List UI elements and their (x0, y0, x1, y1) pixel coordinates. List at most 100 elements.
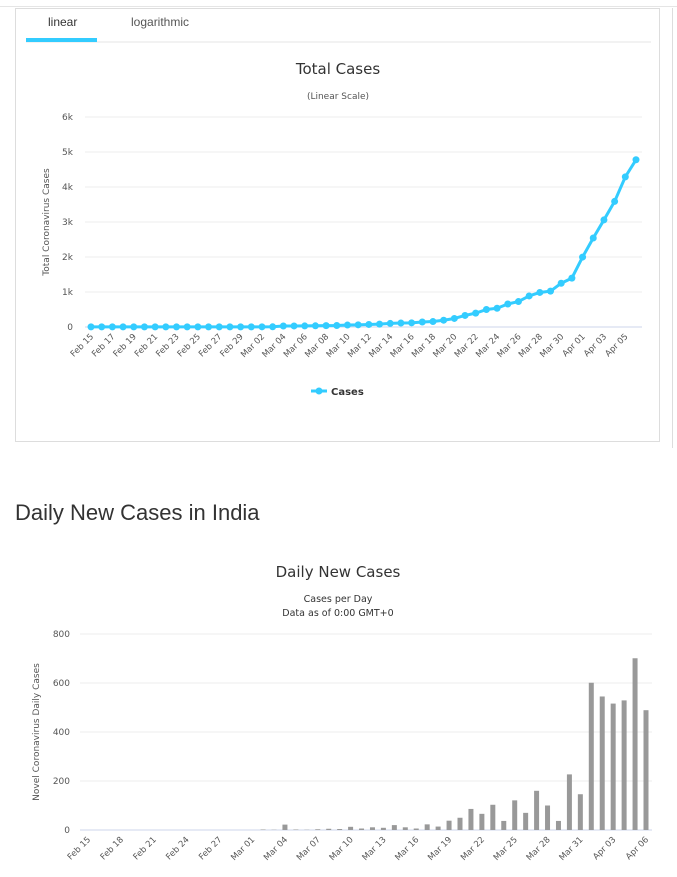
x-tick-label: Mar 13 (361, 835, 389, 863)
data-point (98, 323, 106, 331)
bar (643, 710, 649, 830)
data-point (269, 323, 277, 331)
data-point (568, 274, 576, 282)
series-line-cases (91, 158, 638, 329)
x-tick-label: Feb 15 (66, 835, 93, 862)
x-tick-label: Apr 01 (561, 332, 588, 359)
y-tick-label: 1k (62, 288, 74, 298)
bar (359, 828, 365, 830)
data-point (472, 309, 480, 317)
x-tick-label: Apr 05 (603, 332, 630, 359)
bar (479, 813, 485, 830)
bar (534, 790, 540, 830)
data-point (461, 311, 469, 319)
active-tab-indicator (26, 38, 97, 42)
x-tick-label: Mar 22 (459, 835, 487, 863)
x-tick-label: Mar 28 (525, 835, 553, 863)
bar (315, 829, 321, 830)
scale-tabs: linear logarithmic (26, 9, 651, 43)
data-point (172, 323, 180, 331)
data-point (557, 279, 565, 287)
chart1-legend[interactable]: Cases (311, 387, 364, 398)
bar (610, 703, 616, 830)
x-tick-label: Apr 03 (582, 332, 609, 359)
data-point (162, 323, 170, 331)
data-point (611, 197, 619, 205)
data-point (514, 298, 522, 306)
data-point (547, 287, 555, 295)
data-point (440, 316, 448, 324)
bar (413, 828, 419, 830)
data-point (632, 156, 640, 164)
bar (446, 820, 452, 830)
y-tick-label: 2k (62, 253, 74, 263)
data-point (365, 320, 373, 328)
data-point (482, 306, 490, 314)
bar (621, 700, 627, 830)
data-point (354, 321, 362, 329)
x-tick-label: Feb 18 (99, 835, 126, 862)
data-point (322, 322, 330, 330)
y-tick-label: 600 (53, 679, 70, 689)
data-point (226, 323, 234, 331)
data-point (450, 314, 458, 322)
data-point (183, 323, 191, 331)
data-point (376, 320, 384, 328)
legend-marker-icon (315, 387, 323, 395)
data-point (579, 253, 587, 261)
bar (457, 817, 463, 830)
legend-label: Cases (331, 387, 364, 398)
top-divider (0, 6, 677, 7)
data-point (258, 323, 266, 331)
x-tick-label: Mar 07 (295, 835, 323, 863)
x-tick-label: Apr 06 (624, 835, 651, 862)
right-divider (672, 8, 673, 448)
data-point (333, 321, 341, 329)
chart1-title: Total Cases (295, 60, 381, 78)
y-tick-label: 800 (53, 630, 70, 640)
tab-linear[interactable]: linear (48, 15, 78, 29)
chart2-subtitle: Cases per Day (304, 594, 373, 605)
bar (391, 825, 397, 830)
total-cases-card: linear logarithmic (15, 8, 660, 442)
data-point (493, 304, 501, 312)
bar (566, 774, 572, 830)
y-tick-label: 5k (62, 148, 74, 158)
bar (599, 696, 605, 830)
data-point (408, 319, 416, 327)
tab-logarithmic[interactable]: logarithmic (131, 15, 190, 29)
y-tick-label: 200 (53, 777, 70, 787)
data-point (536, 288, 544, 296)
data-point (237, 323, 245, 331)
bar (490, 804, 496, 830)
x-tick-label: Feb 21 (131, 835, 158, 862)
y-tick-label: 0 (64, 826, 70, 836)
y-tick-label: 4k (62, 183, 74, 193)
bar (424, 824, 430, 830)
data-point (194, 323, 202, 331)
data-point (397, 319, 405, 327)
chart1-subtitle: (Linear Scale) (307, 92, 369, 102)
section-heading: Daily New Cases in India (15, 500, 260, 525)
bar (588, 682, 594, 830)
x-tick-label: Mar 16 (393, 835, 421, 863)
data-point (386, 319, 394, 327)
data-point (621, 173, 629, 181)
bar (512, 800, 518, 830)
data-point (429, 318, 437, 326)
x-tick-label: Mar 31 (557, 835, 585, 863)
data-point (589, 234, 597, 242)
x-tick-label: Mar 04 (262, 835, 290, 863)
data-point (130, 323, 138, 331)
data-point (119, 323, 127, 331)
chart1-ylabel: Total Coronavirus Cases (42, 168, 52, 277)
bar (282, 824, 288, 830)
bar (577, 794, 583, 830)
data-point (151, 323, 159, 331)
bar (380, 827, 386, 830)
y-tick-label: 0 (67, 323, 73, 333)
bar (501, 820, 507, 830)
data-point (311, 322, 319, 330)
x-tick-label: Mar 19 (426, 835, 454, 863)
